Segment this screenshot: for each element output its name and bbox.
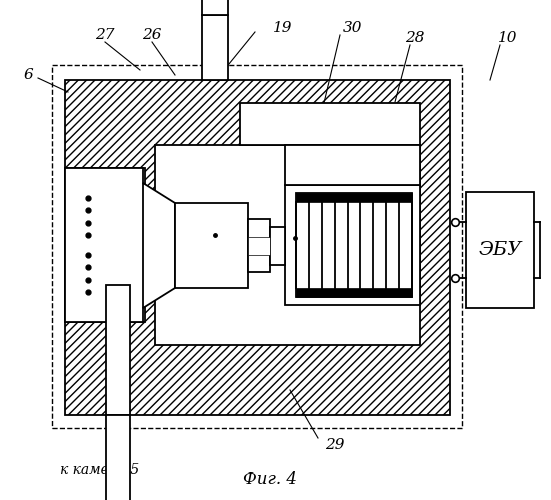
Bar [248, 237, 270, 255]
Bar [296, 193, 412, 202]
Text: 10: 10 [498, 31, 518, 45]
Bar [296, 288, 412, 297]
Bar [65, 168, 145, 322]
Bar [270, 227, 285, 265]
Bar [106, 285, 130, 415]
Polygon shape [143, 183, 175, 308]
Bar [202, 15, 228, 80]
Text: 26: 26 [142, 28, 162, 42]
Bar [285, 185, 420, 305]
Text: 6: 6 [23, 68, 33, 82]
Bar [296, 193, 412, 297]
Bar [175, 203, 248, 288]
Bar [65, 80, 450, 415]
Bar [202, 0, 228, 15]
Text: Фиг. 4: Фиг. 4 [243, 471, 297, 488]
Bar [248, 219, 270, 272]
Text: ЭБУ: ЭБУ [478, 241, 522, 259]
Text: 27: 27 [95, 28, 115, 42]
Bar [52, 65, 462, 428]
Bar [466, 192, 534, 308]
Text: к камере 5: к камере 5 [61, 463, 139, 477]
Text: 30: 30 [343, 21, 363, 35]
Bar [106, 415, 130, 500]
Bar [155, 145, 420, 345]
Text: 28: 28 [405, 31, 425, 45]
Bar [240, 103, 420, 145]
Text: 29: 29 [325, 438, 345, 452]
Polygon shape [65, 168, 155, 322]
Bar [285, 145, 420, 185]
Text: 19: 19 [273, 21, 293, 35]
